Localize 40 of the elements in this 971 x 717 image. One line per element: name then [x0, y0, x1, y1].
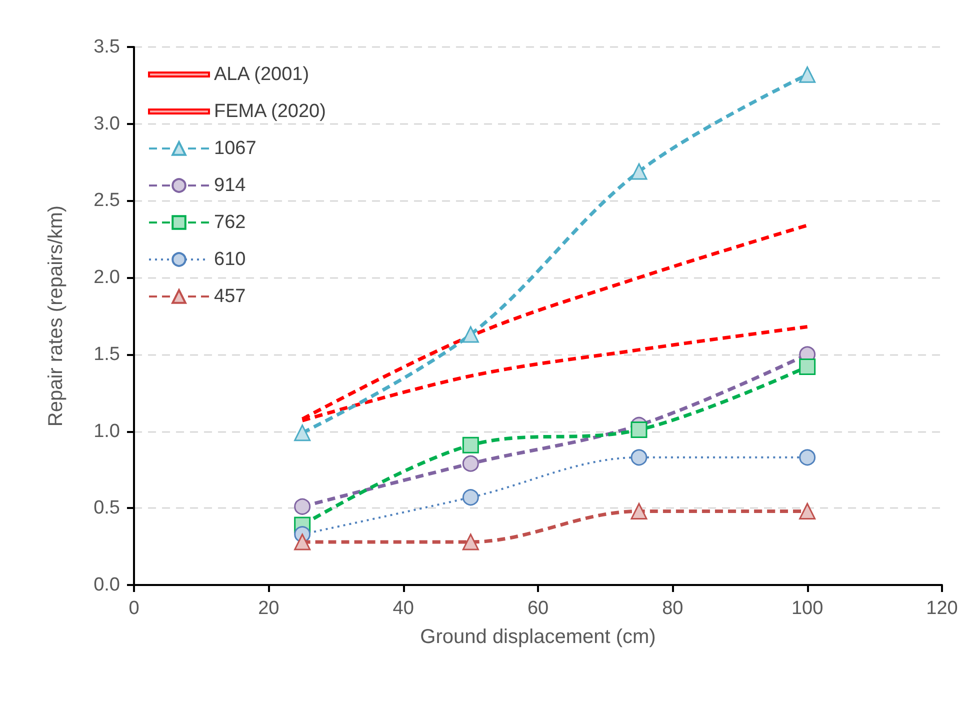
legend-label: 914 [214, 175, 246, 196]
legend-label: 610 [214, 249, 246, 270]
point [462, 534, 479, 550]
y-tick-label: 0.0 [94, 574, 120, 596]
point [294, 498, 311, 515]
x-tick-label: 20 [258, 598, 280, 619]
legend-label: FEMA (2020) [214, 101, 326, 122]
point [799, 449, 816, 466]
x-axis-title: Ground displacement (cm) [420, 626, 656, 648]
x-tick-label: 0 [128, 598, 140, 619]
point [294, 424, 311, 442]
legend-label: 1067 [214, 138, 256, 159]
y-tick-label: 2.5 [94, 190, 120, 212]
point [799, 358, 816, 375]
legend-label: ALA (2001) [214, 64, 310, 85]
point [630, 163, 648, 180]
y-tick-label: 1.5 [94, 344, 120, 365]
y-tick-label: 0.5 [94, 498, 120, 519]
x-tick-label: 120 [926, 598, 958, 619]
point [462, 436, 479, 454]
y-tick-label: 2.0 [94, 267, 120, 288]
point [462, 326, 479, 343]
x-tick-label: 60 [527, 598, 549, 619]
y-tick-label: 3.5 [94, 36, 120, 58]
point [799, 66, 816, 83]
point [294, 534, 311, 550]
legend-label: 762 [214, 212, 246, 233]
x-tick-label: 100 [791, 598, 824, 619]
legend-label: 457 [214, 286, 246, 307]
y-tick-label: 3.0 [94, 113, 120, 134]
x-tick-label: 40 [392, 598, 414, 619]
point [630, 502, 648, 520]
point [630, 422, 648, 438]
point [462, 489, 479, 506]
point [462, 455, 479, 472]
x-tick-label: 80 [662, 598, 684, 619]
y-axis-title: Repair rates (repairs/km) [45, 205, 67, 427]
point [630, 449, 648, 466]
y-tick-label: 1.0 [94, 420, 120, 442]
point [799, 502, 816, 520]
